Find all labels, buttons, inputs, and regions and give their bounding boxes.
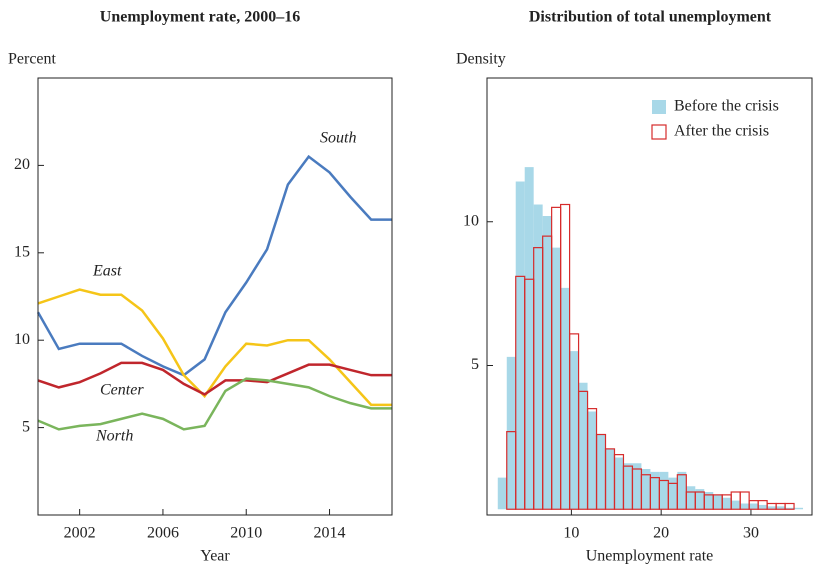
y-axis-label: Density <box>456 51 506 68</box>
histogram-bar <box>542 216 552 510</box>
histogram-bar <box>686 486 696 510</box>
histogram-bar <box>623 463 633 510</box>
y-tick-label: 10 <box>463 212 479 229</box>
line-series <box>37 288 392 407</box>
x-tick-label: 10 <box>563 525 579 542</box>
chart-title: Distribution of total unemployment <box>529 9 772 26</box>
histogram-bar <box>605 448 615 510</box>
legend-label: After the crisis <box>674 123 769 140</box>
legend-swatch <box>651 124 667 140</box>
histogram-bar <box>569 351 579 510</box>
histogram-bar <box>551 247 561 510</box>
x-tick-label: 2010 <box>230 525 262 542</box>
plot-frame <box>486 77 813 516</box>
series-label: North <box>95 428 133 445</box>
series-label: South <box>320 130 356 147</box>
histogram-bar <box>515 181 525 510</box>
histogram-bar <box>560 287 570 510</box>
x-axis-label: Unemployment rate <box>586 548 714 565</box>
y-tick-label: 20 <box>14 156 30 173</box>
y-tick-label: 5 <box>22 418 30 435</box>
histogram-bar <box>749 503 759 510</box>
x-axis-label: Year <box>200 548 230 565</box>
histogram-bar <box>784 502 795 510</box>
plot-frame <box>37 77 393 516</box>
histogram-bar <box>677 471 687 510</box>
legend-label: Before the crisis <box>674 98 779 115</box>
series-label: East <box>92 263 122 280</box>
histogram-bar <box>650 471 660 510</box>
histogram-bar <box>713 494 723 510</box>
histogram-bar <box>659 471 669 510</box>
histogram-bar <box>668 477 678 510</box>
histogram-bar <box>740 503 750 510</box>
y-tick-label: 15 <box>14 243 30 260</box>
y-tick-label: 10 <box>14 331 30 348</box>
x-tick-label: 30 <box>743 525 759 542</box>
histogram-bar <box>695 489 705 510</box>
histogram-bar <box>506 356 516 510</box>
line-series <box>36 154 392 377</box>
histogram-bar <box>704 492 714 510</box>
histogram-bar <box>776 506 786 510</box>
x-tick-label: 20 <box>653 525 669 542</box>
x-tick-label: 2006 <box>147 525 179 542</box>
histogram-bar <box>722 497 732 510</box>
line-series <box>37 377 392 431</box>
histogram-bar <box>578 382 588 510</box>
histogram-bar <box>614 457 624 510</box>
histogram-bar <box>524 167 534 510</box>
histogram-bar <box>641 469 651 510</box>
histogram-bar <box>767 506 777 510</box>
y-axis-label: Percent <box>8 51 57 68</box>
histogram-bar <box>533 204 543 510</box>
histogram-bar <box>632 463 642 510</box>
series-label: Center <box>100 382 144 399</box>
x-tick-label: 2014 <box>314 525 346 542</box>
chart-title: Unemployment rate, 2000–16 <box>100 9 300 26</box>
histogram-bar <box>587 411 597 510</box>
x-tick-label: 2002 <box>64 525 96 542</box>
line-series <box>37 361 392 396</box>
histogram-bar <box>794 507 804 510</box>
histogram-bar <box>731 500 741 510</box>
histogram-bar <box>758 504 768 510</box>
histogram-bar <box>785 507 795 510</box>
legend-swatch <box>652 100 666 114</box>
y-tick-label: 5 <box>471 356 479 373</box>
histogram-bar <box>497 477 507 510</box>
histogram-bar <box>596 434 606 510</box>
